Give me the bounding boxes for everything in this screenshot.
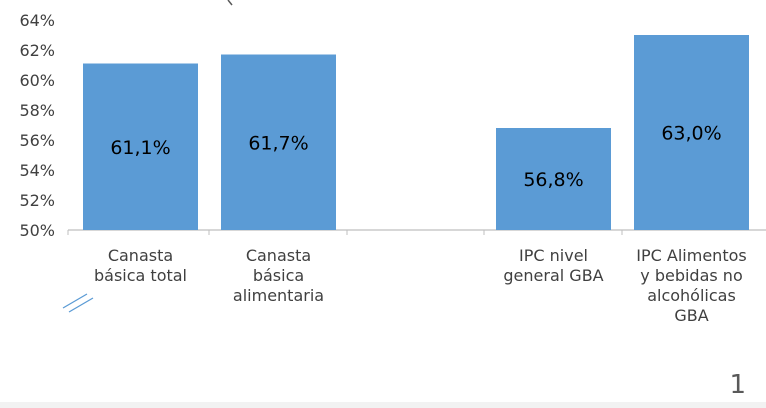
data-label: 61,1% — [110, 137, 170, 159]
y-tick-label: 56% — [19, 131, 55, 150]
data-label: 56,8% — [523, 169, 583, 191]
data-label: 61,7% — [248, 132, 308, 154]
x-tick-label: Canasta básica total — [94, 246, 187, 285]
y-tick-label: 50% — [19, 221, 55, 240]
x-tick-label-line: Canasta — [246, 246, 311, 265]
x-tick-label-line: alcohólicas — [647, 286, 736, 305]
x-tick-label: IPC Alimentos y bebidas no alcohólicas GBA — [636, 246, 746, 325]
x-tick-label-line: alimentaria — [233, 286, 324, 305]
x-tick-label: IPC nivel general GBA — [503, 246, 603, 285]
x-tick-label-line: general GBA — [503, 266, 603, 285]
bar — [496, 128, 611, 230]
axis-break-mark — [62, 293, 88, 309]
y-tick-label: 60% — [19, 71, 55, 90]
x-tick-label-line: IPC Alimentos — [636, 246, 746, 265]
x-tick-label: Canasta básica alimentaria — [233, 246, 324, 305]
y-tick-label: 52% — [19, 191, 55, 210]
y-tick-label: 54% — [19, 161, 55, 180]
page-number: 1 — [729, 370, 746, 400]
data-label: 63,0% — [661, 123, 721, 145]
cropped-text-fragment — [227, 0, 233, 6]
x-tick-label-line: básica total — [94, 266, 187, 285]
y-tick-label: 58% — [19, 101, 55, 120]
footer-strip — [0, 402, 766, 408]
y-tick-label: 64% — [19, 11, 55, 30]
bar — [221, 54, 336, 230]
x-tick-label-line: básica — [253, 266, 304, 285]
bar — [634, 35, 749, 230]
y-tick-label: 62% — [19, 41, 55, 60]
x-tick-label-line: IPC nivel — [519, 246, 588, 265]
axis-break-mark — [68, 297, 94, 313]
x-tick-label-line: GBA — [674, 306, 708, 325]
x-tick-label-line: Canasta — [108, 246, 173, 265]
x-tick-label-line: y bebidas no — [640, 266, 742, 285]
bar — [83, 63, 198, 230]
